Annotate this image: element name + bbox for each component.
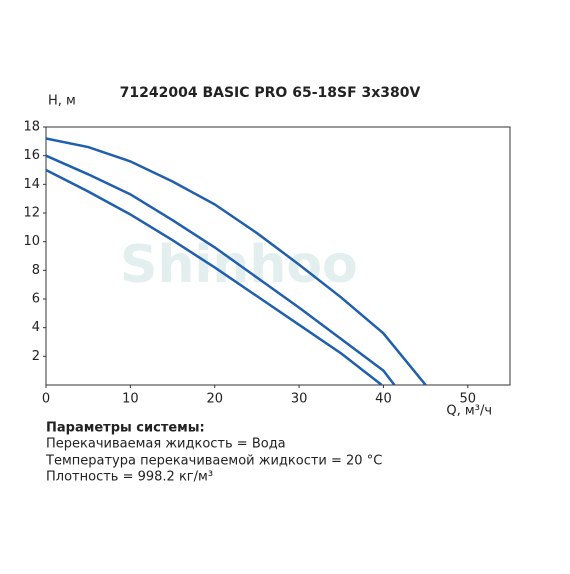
x-tick-label: 40 bbox=[375, 392, 392, 407]
parameter-line: Температура перекачиваемой жидкости = 20… bbox=[45, 454, 382, 469]
y-tick-label: 2 bbox=[32, 349, 40, 364]
y-tick-label: 4 bbox=[32, 320, 40, 335]
y-tick-label: 6 bbox=[32, 292, 40, 307]
x-tick-label: 30 bbox=[291, 392, 308, 407]
pump-curve bbox=[45, 137, 427, 386]
y-tick-label: 16 bbox=[23, 148, 40, 163]
plot-frame bbox=[45, 126, 511, 386]
x-tick-label: 0 bbox=[42, 392, 50, 407]
x-axis-label: Q, м³/ч bbox=[446, 404, 492, 419]
x-tick-label: 50 bbox=[460, 392, 477, 407]
x-tick-label: 20 bbox=[206, 392, 223, 407]
parameter-line: Перекачиваемая жидкость = Вода bbox=[46, 437, 286, 452]
y-tick-label: 8 bbox=[32, 263, 40, 278]
y-tick-label: 10 bbox=[23, 234, 40, 249]
pump-curve bbox=[45, 154, 396, 386]
y-tick-label: 18 bbox=[23, 120, 40, 135]
pump-curve bbox=[45, 168, 383, 386]
y-tick-label: 14 bbox=[23, 177, 40, 192]
y-axis-label: Н, м bbox=[48, 94, 76, 109]
parameter-line: Плотность = 998.2 кг/м³ bbox=[46, 470, 213, 485]
chart-title: 71242004 BASIC PRO 65-18SF 3x380V bbox=[120, 85, 421, 101]
x-tick-label: 10 bbox=[122, 392, 139, 407]
y-tick-label: 12 bbox=[23, 206, 40, 221]
parameters-heading: Параметры системы: bbox=[46, 421, 205, 436]
